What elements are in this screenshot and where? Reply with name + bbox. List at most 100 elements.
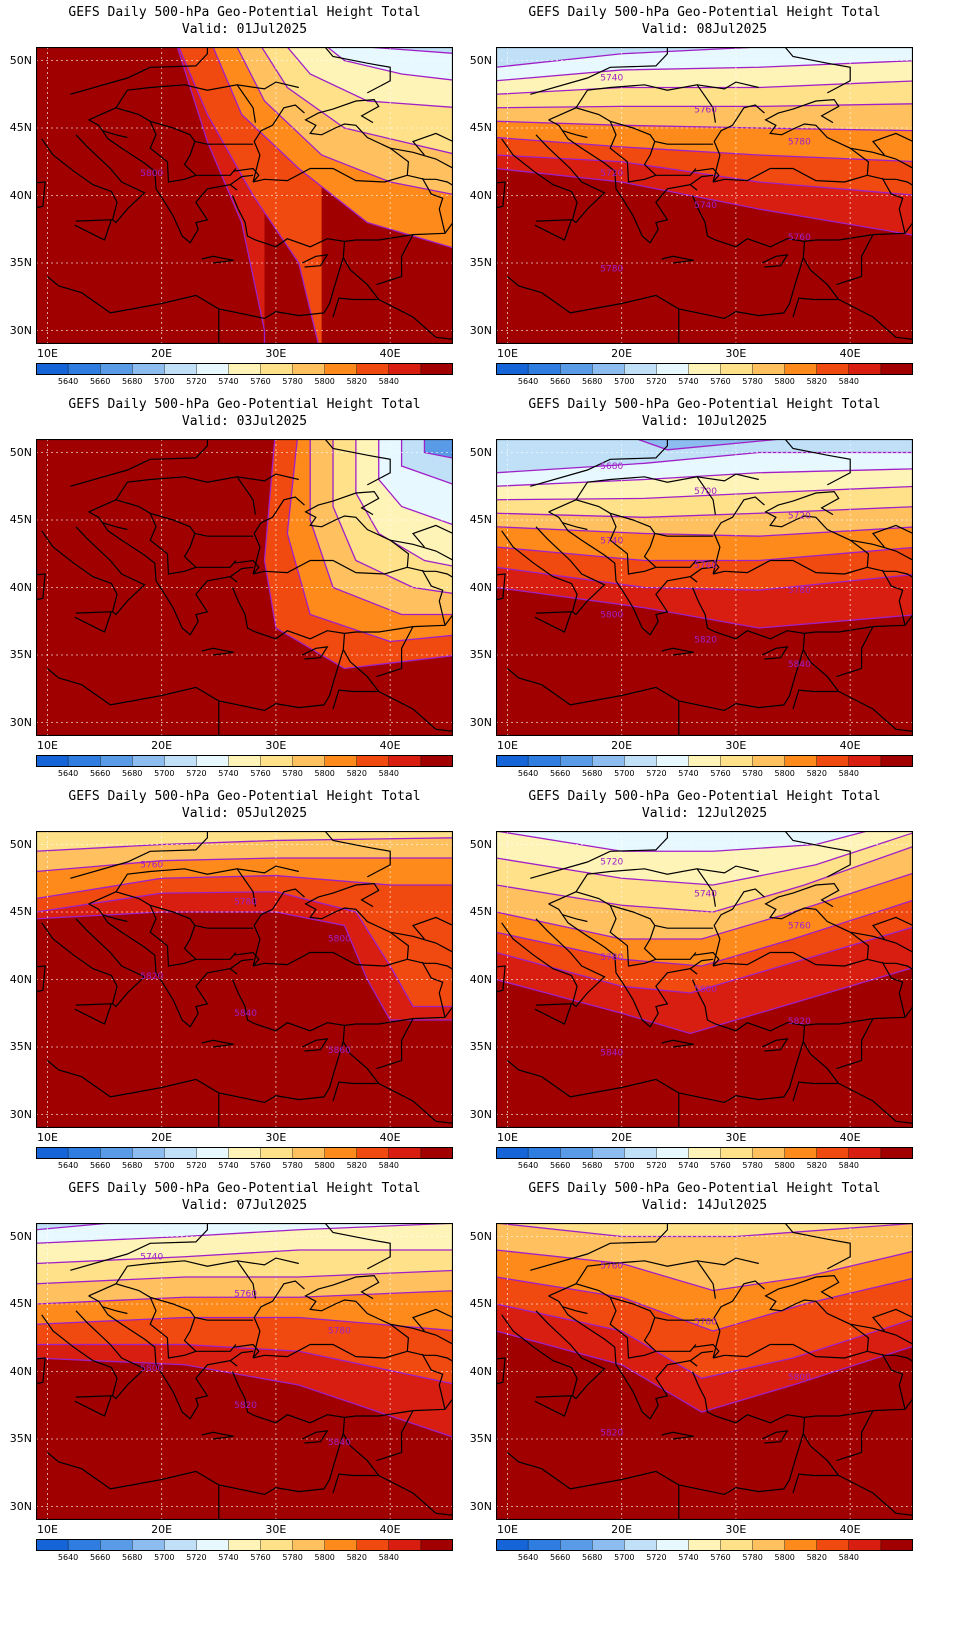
latitude-label: 45N: [469, 513, 492, 526]
contour-band: [367, 47, 453, 54]
panel-title: GEFS Daily 500-hPa Geo-Potential Height …: [68, 397, 421, 412]
coastline: [712, 1280, 765, 1359]
longitude-label: 10E: [496, 1523, 518, 1536]
coastline: [378, 298, 453, 340]
colorbar-label: 5700: [614, 377, 635, 386]
colorbar-swatch: [164, 363, 198, 375]
colorbar-swatch: [228, 1539, 262, 1551]
coastline: [693, 1343, 720, 1359]
colorbar-swatch: [131, 363, 165, 375]
map-frame: [36, 1223, 453, 1520]
latitude-label: 45N: [469, 905, 492, 918]
colorbar-swatch: [688, 1147, 722, 1159]
height-map: 5720 5740 5760 5780 5800 5820 5840: [496, 831, 913, 1128]
coastline: [376, 1018, 414, 1070]
colorbar-swatch: [356, 1539, 390, 1551]
colorbar-swatch: [848, 755, 882, 767]
colorbar-swatch: [752, 1147, 786, 1159]
panel-title: GEFS Daily 500-hPa Geo-Potential Height …: [528, 789, 881, 804]
colorbar-swatch: [688, 363, 722, 375]
colorbar-swatch: [720, 755, 754, 767]
colorbar: [36, 1147, 453, 1159]
coastline: [609, 1297, 697, 1359]
colorbar-label: 5840: [378, 1553, 400, 1562]
colorbar-swatch: [496, 1539, 529, 1551]
colorbar-label: 5640: [517, 769, 539, 778]
longitude-label: 20E: [611, 347, 633, 360]
coastline: [871, 524, 913, 548]
coastline: [344, 222, 453, 242]
contour-line: [496, 1330, 913, 1413]
coastline: [871, 132, 913, 156]
coastline: [70, 47, 208, 95]
longitude-label: 20E: [151, 1523, 173, 1536]
colorbar-swatch: [816, 755, 850, 767]
colorbar: [496, 363, 913, 375]
colorbar-swatch: [527, 1539, 561, 1551]
colorbar-label: 5780: [282, 1553, 303, 1562]
coastline: [697, 473, 759, 482]
coastline: [867, 566, 913, 579]
coastline: [47, 587, 346, 712]
coastline: [407, 566, 453, 579]
colorbar-swatch: [131, 1539, 165, 1551]
colorbar-label: 5720: [646, 769, 667, 778]
coastline: [115, 84, 256, 123]
coastline: [643, 1317, 657, 1352]
coastline: [836, 1018, 874, 1070]
colorbar-swatch: [848, 1539, 882, 1551]
colorbar-swatch: [656, 1539, 690, 1551]
latitude-label: 35N: [9, 256, 32, 269]
coastline: [507, 1371, 806, 1496]
contour-line: [36, 1269, 453, 1285]
colorbar-label: 5700: [614, 1553, 635, 1562]
coastline: [233, 167, 260, 183]
colorbar-swatch: [752, 1539, 786, 1551]
coastline: [324, 47, 391, 94]
contour-line: [496, 1276, 913, 1332]
coastline: [407, 1350, 453, 1363]
contour-line: [496, 506, 913, 518]
longitude-label: 10E: [36, 739, 58, 752]
coastline: [344, 1398, 453, 1418]
coastline: [41, 1310, 146, 1400]
colorbar-frame: [496, 1147, 913, 1159]
coastline: [881, 1353, 906, 1410]
latitude-label: 30N: [9, 1107, 32, 1121]
colorbar-swatch: [324, 755, 358, 767]
coastline: [102, 522, 128, 531]
colorbar-label: 5800: [314, 1553, 335, 1562]
coastline: [871, 916, 913, 940]
colorbar-label: 5680: [582, 769, 603, 778]
contour-label: 5760: [234, 1290, 257, 1300]
contour-line: [286, 47, 453, 108]
coastline: [712, 888, 765, 967]
panel-valid-date: Valid: 01Jul2025: [181, 22, 308, 37]
longitude-label: 10E: [36, 1131, 58, 1144]
colorbar-swatch: [292, 755, 326, 767]
coastline: [115, 868, 256, 907]
coastline: [237, 473, 299, 482]
panel-valid-date: Valid: 07Jul2025: [181, 1198, 308, 1213]
coastline: [183, 533, 197, 568]
coastline: [421, 961, 446, 1018]
longitude-label: 20E: [611, 739, 633, 752]
latitude-label: 35N: [469, 1432, 492, 1445]
contour-label: 5820: [694, 635, 717, 645]
colorbar-label: 5660: [89, 1553, 111, 1562]
coastline: [74, 1003, 113, 1025]
latitude-label: 45N: [9, 513, 32, 526]
panel-valid-date: Valid: 12Jul2025: [641, 806, 768, 821]
contour-line: [365, 47, 453, 54]
latitude-label: 50N: [9, 445, 32, 459]
colorbar-label: 5760: [710, 1161, 731, 1170]
coastline: [507, 587, 806, 712]
colorbar-swatch: [527, 363, 561, 375]
colorbar-swatch: [591, 1147, 625, 1159]
colorbar-label: 5680: [122, 377, 143, 386]
latitude-label: 40N: [9, 580, 32, 594]
map-frame: [36, 831, 453, 1128]
colorbar-label: 5700: [154, 1161, 175, 1170]
colorbar-label: 5760: [710, 769, 731, 778]
